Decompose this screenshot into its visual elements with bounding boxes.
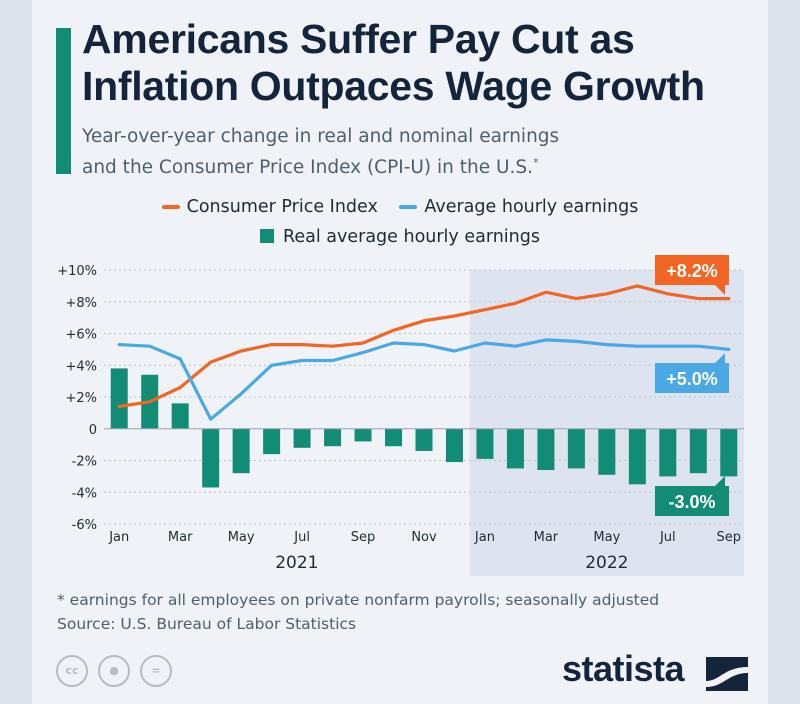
legend-swatch-cpi [161, 205, 180, 209]
x-tick-label: Jul [659, 530, 676, 545]
bar-real-earnings [659, 428, 677, 477]
callout-real-pointer [715, 476, 725, 486]
bar-real-earnings [202, 428, 220, 488]
x-tick-label: Sep [717, 530, 742, 545]
legend-item-cpi: Consumer Price Index [161, 197, 378, 217]
subtitle-line-2-text: and the Consumer Price Index (CPI-U) in … [82, 157, 534, 179]
page-title: Americans Suffer Pay Cut as Inflation Ou… [82, 16, 762, 110]
bar-real-earnings [628, 428, 646, 485]
x-tick-label: May [228, 530, 255, 545]
x-tick-label: Jan [474, 530, 495, 545]
bar-real-earnings [171, 403, 189, 429]
subtitle: Year-over-year change in real and nomina… [82, 124, 762, 181]
title-line-2: Inflation Outpaces Wage Growth [82, 63, 705, 109]
y-tick-label: 0 [89, 423, 97, 438]
bar-real-earnings [232, 428, 250, 474]
bar-real-earnings [567, 428, 585, 469]
x-tick-label: Mar [534, 530, 559, 545]
footnote: * earnings for all employees on private … [57, 591, 660, 609]
equals-icon[interactable]: = [140, 655, 172, 687]
footnote-mark: * [533, 156, 539, 169]
year-label-2021: 2021 [275, 553, 318, 573]
license-icons: cc ● = [56, 655, 182, 687]
x-tick-label: Sep [351, 530, 376, 545]
bar-real-earnings [385, 428, 403, 447]
bar-real-earnings [415, 428, 433, 451]
legend-item-avg: Average hourly earnings [399, 197, 638, 217]
subtitle-line-1: Year-over-year change in real and nomina… [82, 126, 560, 147]
y-tick-label: -4% [72, 486, 97, 501]
callout-avg-pointer [715, 353, 725, 363]
x-tick-label: May [593, 530, 620, 545]
callout-cpi-label: +8.2% [666, 261, 718, 281]
x-tick-label: Nov [411, 530, 437, 545]
year-label-2022: 2022 [585, 553, 628, 573]
legend-label-avg: Average hourly earnings [424, 197, 639, 217]
bar-real-earnings [476, 428, 494, 459]
legend-label-cpi: Consumer Price Index [186, 197, 378, 217]
title-line-1: Americans Suffer Pay Cut as [82, 16, 635, 62]
bar-real-earnings [445, 428, 463, 463]
footnote-block: * earnings for all employees on private … [57, 588, 757, 636]
y-tick-label: -2% [72, 455, 97, 470]
legend-row-2: Real average hourly earnings [0, 227, 800, 247]
statista-logo-text[interactable]: statista [562, 648, 685, 689]
person-icon[interactable]: ● [98, 655, 130, 687]
bar-real-earnings [354, 428, 372, 442]
bar-real-earnings [263, 428, 281, 455]
callout-cpi-pointer [715, 285, 725, 295]
shaded-2022-region [469, 270, 744, 576]
cc-icon[interactable]: cc [56, 655, 88, 687]
bar-real-earnings [324, 428, 342, 447]
x-tick-label: Jan [108, 530, 129, 545]
legend-label-real: Real average hourly earnings [282, 227, 540, 247]
title-accent-bar [56, 28, 71, 174]
subtitle-line-2: and the Consumer Price Index (CPI-U) in … [82, 150, 762, 181]
y-tick-label: +10% [57, 264, 97, 279]
callout-real-label: -3.0% [668, 492, 715, 512]
line-avg-earnings [117, 338, 731, 421]
y-tick-label: -6% [72, 518, 97, 533]
bar-real-earnings [720, 428, 738, 477]
bar-real-earnings [598, 428, 616, 475]
source-note: Source: U.S. Bureau of Labor Statistics [57, 615, 357, 633]
callout-cpi-box [655, 255, 729, 285]
callout-real-box [655, 486, 729, 516]
line-cpi [117, 284, 731, 409]
legend-swatch-avg [399, 205, 418, 209]
callout-avg-box [655, 363, 729, 393]
bar-real-earnings [689, 428, 707, 474]
x-tick-label: Mar [168, 530, 193, 545]
bar-real-earnings [293, 428, 311, 448]
legend-row-1: Consumer Price Index Average hourly earn… [0, 197, 800, 217]
bar-real-earnings [110, 368, 128, 429]
y-tick-label: +2% [65, 391, 97, 406]
x-tick-label: Jul [293, 530, 310, 545]
y-tick-label: +6% [65, 328, 97, 343]
legend-swatch-real [259, 229, 274, 243]
statista-logo-icon[interactable] [706, 657, 748, 691]
bar-real-earnings [506, 428, 524, 469]
callout-avg-label: +5.0% [666, 369, 718, 389]
y-tick-label: +4% [65, 359, 97, 374]
legend-item-real: Real average hourly earnings [259, 227, 540, 247]
bar-real-earnings [537, 428, 555, 471]
y-tick-label: +8% [65, 296, 97, 311]
